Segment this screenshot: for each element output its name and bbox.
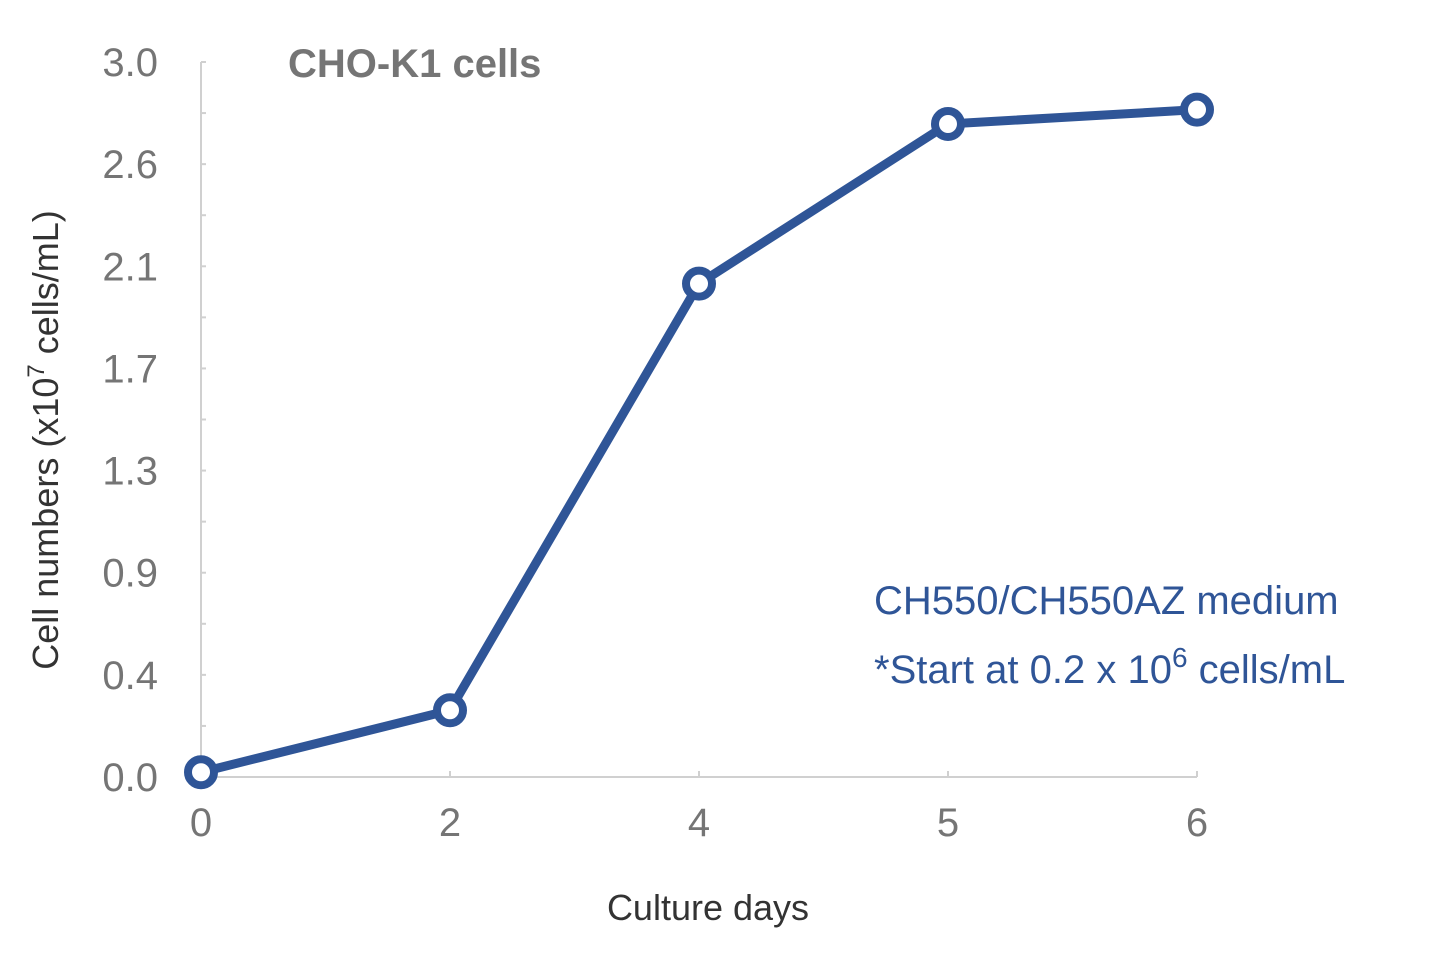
y-tick-labels: 0.0 0.4 0.9 1.3 1.7 2.1 2.6 3.0 [102, 41, 158, 800]
x-tick-label: 0 [190, 801, 212, 845]
y-tick-label: 1.3 [102, 450, 158, 494]
x-tick-label: 4 [688, 801, 710, 845]
y-tick-label: 1.7 [102, 347, 158, 391]
data-point [682, 266, 716, 301]
x-axis-label: Culture days [607, 887, 809, 928]
x-tick-label: 6 [1186, 801, 1208, 845]
data-point [1180, 92, 1214, 127]
y-tick-label: 0.0 [102, 756, 158, 800]
x-tick-label: 5 [937, 801, 959, 845]
y-tick-label: 0.9 [102, 552, 158, 596]
y-tick-label: 2.6 [102, 143, 158, 187]
axes [200, 61, 1198, 778]
x-tick-labels: 0 2 4 5 6 [190, 801, 1208, 845]
annotation-start-density: *Start at 0.2 x 106 cells/mL [874, 642, 1345, 692]
series-line-group [184, 92, 1214, 790]
chart-title: CHO-K1 cells [288, 42, 541, 86]
y-tick-label: 2.1 [102, 245, 158, 289]
annotation-medium: CH550/CH550AZ medium [874, 579, 1339, 623]
data-point [931, 106, 965, 141]
y-tick-label: 0.4 [102, 654, 158, 698]
data-point [433, 693, 467, 728]
y-axis-label: Cell numbers (x107 cells/mL) [23, 210, 66, 670]
y-tick-label: 3.0 [102, 41, 158, 85]
x-tick-label: 2 [439, 801, 461, 845]
data-point [184, 755, 218, 790]
